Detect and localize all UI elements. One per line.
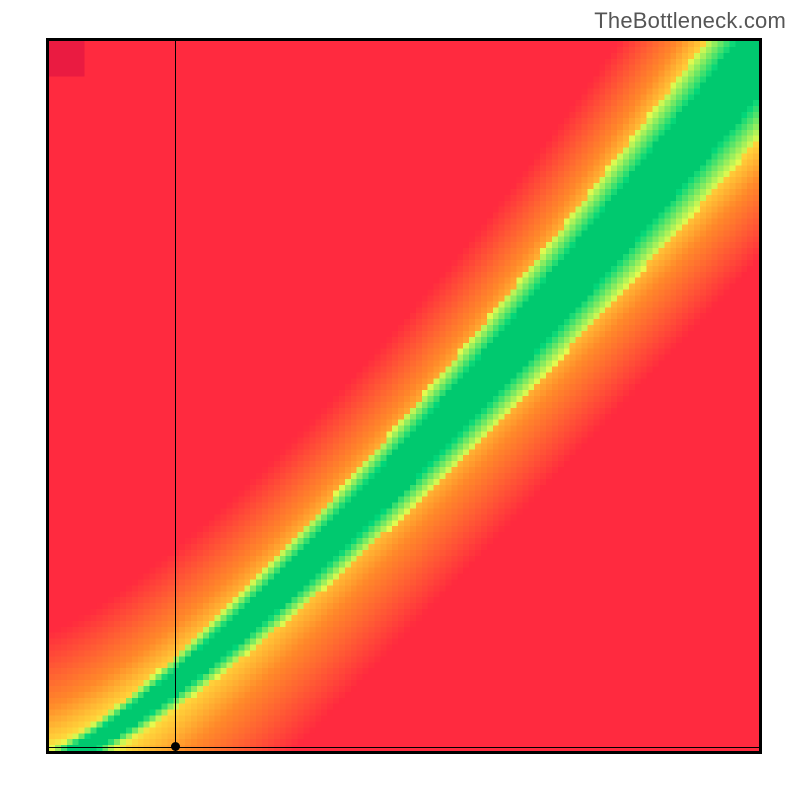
bottleneck-heatmap: [49, 41, 759, 751]
crosshair-horizontal: [49, 747, 759, 748]
plot-frame: [46, 38, 762, 754]
watermark-text: TheBottleneck.com: [594, 8, 786, 34]
crosshair-vertical: [175, 41, 176, 751]
